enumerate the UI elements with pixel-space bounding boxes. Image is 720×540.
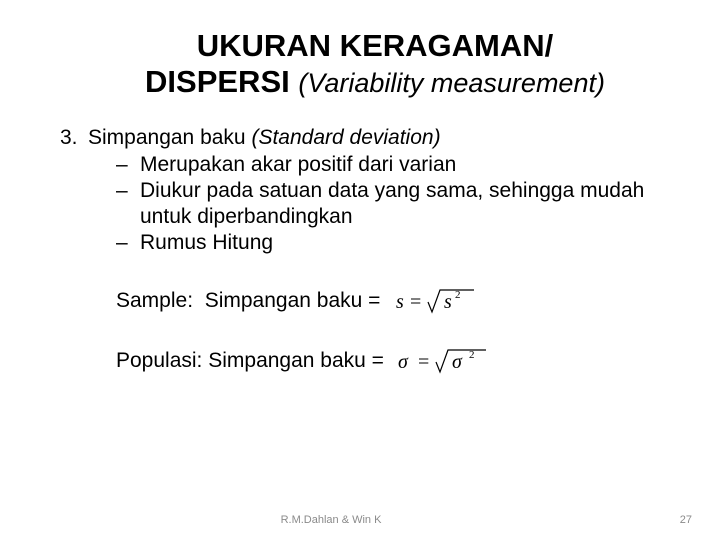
title-subtitle: (Variability measurement)	[298, 68, 605, 98]
population-formula-icon: σ = σ 2	[396, 345, 492, 379]
title-main: DISPERSI	[145, 64, 298, 99]
sample-label: Sample: Simpangan baku =	[116, 288, 386, 314]
dash-list: – Merupakan akar positif dari varian – D…	[116, 152, 680, 257]
heading-italic: (Standard deviation)	[251, 126, 440, 149]
svg-text:=: =	[410, 291, 421, 313]
formula-rhs-base: σ	[452, 351, 463, 373]
dash-marker: –	[116, 178, 140, 231]
list-item: – Merupakan akar positif dari varian	[116, 152, 680, 178]
numbered-item-content: Simpangan baku (Standard deviation) – Me…	[88, 125, 680, 256]
list-item: – Diukur pada satuan data yang sama, seh…	[116, 178, 680, 231]
bullet-text: Merupakan akar positif dari varian	[140, 152, 680, 178]
page-number: 27	[662, 514, 692, 526]
population-formula-row: Populasi: Simpangan baku = σ = σ 2	[116, 345, 680, 379]
formula-rhs-base: s	[444, 291, 452, 313]
slide-title: UKURAN KERAGAMAN/ DISPERSI (Variability …	[90, 28, 660, 99]
numbered-item: 3. Simpangan baku (Standard deviation) –…	[60, 125, 680, 256]
formula-rhs-exp: 2	[455, 289, 461, 301]
formula-lhs: s	[396, 291, 404, 313]
body-content: 3. Simpangan baku (Standard deviation) –…	[60, 125, 680, 378]
item-heading: Simpangan baku (Standard deviation)	[88, 125, 680, 151]
title-line-1: UKURAN KERAGAMAN/	[90, 28, 660, 64]
formula-block: Sample: Simpangan baku = s = s 2 Populas…	[116, 285, 680, 379]
heading-plain: Simpangan baku	[88, 126, 251, 149]
svg-text:=: =	[418, 351, 429, 373]
dash-marker: –	[116, 230, 140, 256]
formula-lhs: σ	[398, 351, 409, 373]
bullet-text: Rumus Hitung	[140, 230, 680, 256]
dash-marker: –	[116, 152, 140, 178]
formula-rhs-exp: 2	[469, 349, 475, 361]
population-label: Populasi: Simpangan baku =	[116, 348, 390, 374]
number-marker: 3.	[60, 125, 88, 256]
title-line-2: DISPERSI (Variability measurement)	[90, 64, 660, 100]
slide: UKURAN KERAGAMAN/ DISPERSI (Variability …	[0, 0, 720, 540]
list-item: – Rumus Hitung	[116, 230, 680, 256]
sample-formula-icon: s = s 2	[392, 285, 480, 319]
footer-author: R.M.Dahlan & Win K	[0, 514, 662, 526]
bullet-text: Diukur pada satuan data yang sama, sehin…	[140, 178, 680, 231]
slide-footer: R.M.Dahlan & Win K 27	[0, 514, 720, 526]
sample-formula-row: Sample: Simpangan baku = s = s 2	[116, 285, 680, 319]
